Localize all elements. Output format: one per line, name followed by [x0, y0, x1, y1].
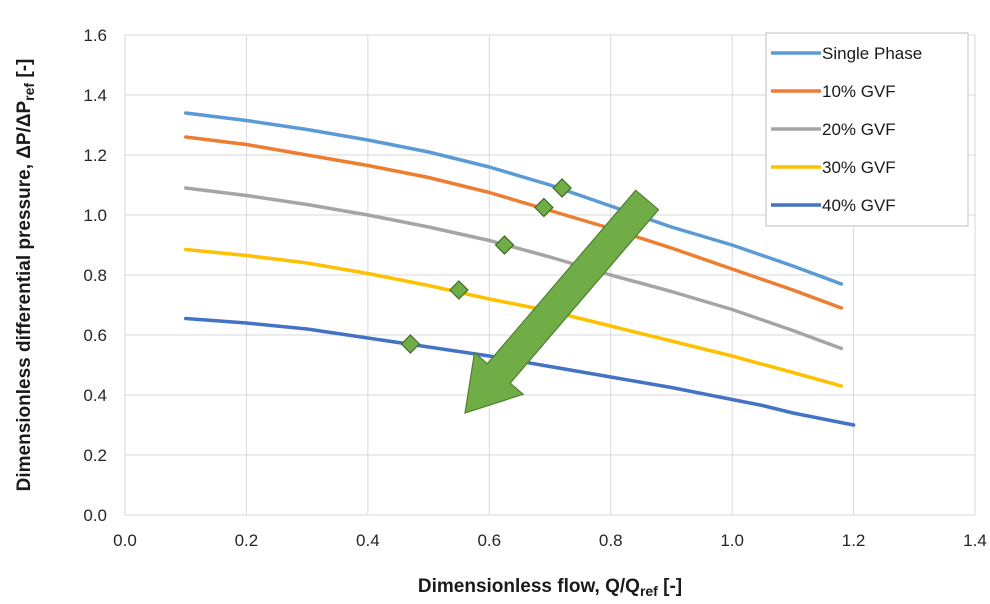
series-line-4	[183, 247, 844, 388]
y-tick-label: 0.4	[83, 386, 107, 405]
legend: Single Phase 10% GVF 20% GVF 30% GVF 40% GVF	[765, 32, 969, 227]
diamond-marker-3	[494, 235, 515, 255]
x-tick-label: 1.4	[963, 531, 987, 550]
y-axis-title: Dimensionless differential pressure, ΔP/…	[14, 59, 37, 492]
x-tick-label: 1.0	[720, 531, 744, 550]
diamond-markers	[400, 178, 572, 354]
diamond-marker-1	[552, 178, 572, 198]
y-tick-label: 0.0	[83, 506, 107, 525]
diamond-marker-5	[400, 334, 421, 354]
series-line-5	[183, 316, 856, 427]
y-tick-label: 1.4	[83, 86, 107, 105]
x-axis-title: Dimensionless flow, Q/Qref [-]	[418, 576, 682, 599]
series-line-2	[183, 135, 844, 310]
trend-arrow	[464, 189, 660, 414]
legend-label-1: Single Phase	[822, 44, 922, 63]
series-lines	[183, 111, 856, 427]
diamond-marker-2	[534, 197, 554, 218]
y-tick-label: 0.6	[83, 326, 107, 345]
x-tick-label: 1.2	[842, 531, 866, 550]
y-tick-label: 0.8	[83, 266, 107, 285]
x-tick-label: 0.2	[235, 531, 259, 550]
tick-labels: 0.0 0.2 0.4 0.6 0.8 1.0 1.2 1.4 0.0 0.2 0.4 0.6 0.8 1…	[83, 26, 986, 550]
trend-arrow-shape	[464, 189, 660, 414]
series-line-1	[183, 111, 844, 286]
diamond-marker-4	[449, 280, 469, 300]
legend-label-5: 40% GVF	[822, 196, 896, 215]
x-tick-label: 0.4	[356, 531, 380, 550]
series-line-3	[183, 186, 844, 351]
y-tick-label: 1.0	[83, 206, 107, 225]
x-tick-label: 0.0	[113, 531, 137, 550]
legend-label-2: 10% GVF	[822, 82, 896, 101]
x-tick-label: 0.6	[477, 531, 501, 550]
x-tick-label: 0.8	[599, 531, 623, 550]
legend-label-3: 20% GVF	[822, 120, 896, 139]
y-tick-label: 1.2	[83, 146, 107, 165]
legend-label-4: 30% GVF	[822, 158, 896, 177]
y-tick-label: 1.6	[83, 26, 107, 45]
y-tick-label: 0.2	[83, 446, 107, 465]
